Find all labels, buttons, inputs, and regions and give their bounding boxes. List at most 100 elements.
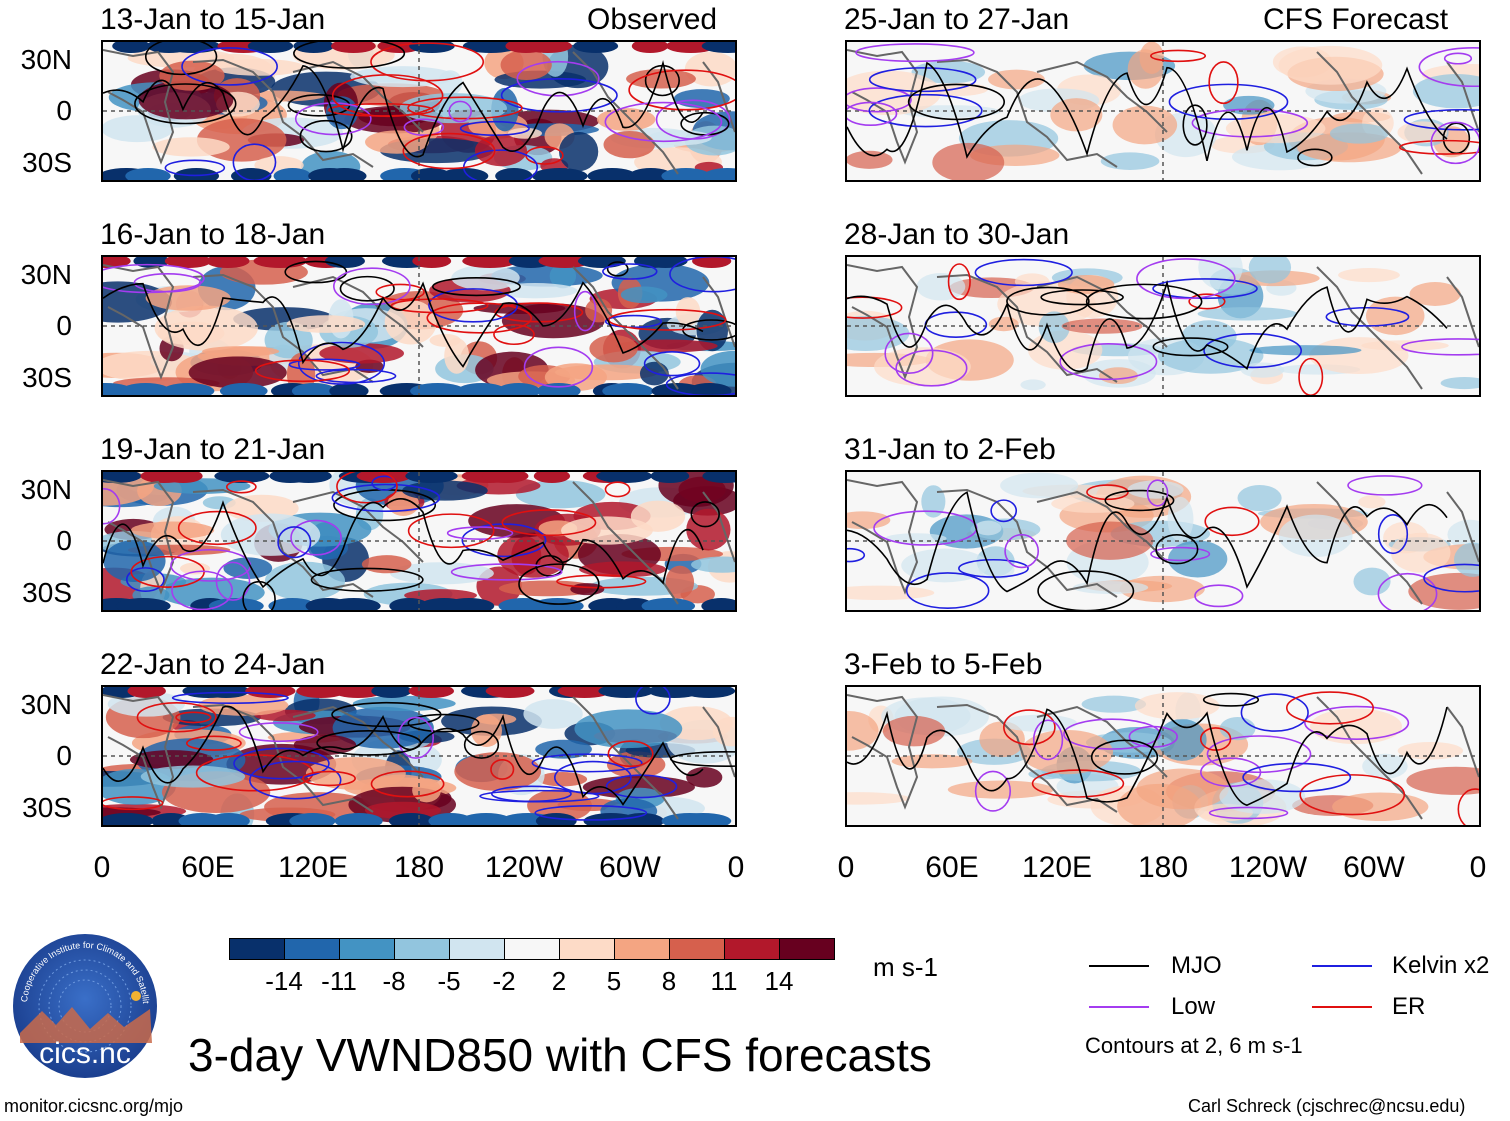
coastline [292,275,424,348]
contour [407,713,480,733]
shading-band [321,168,367,180]
shading-band [701,598,735,610]
shading-band [459,813,513,825]
shading-blob [691,556,735,573]
contour [370,770,445,798]
shading-blob [404,589,477,602]
shading-band [408,687,455,698]
colorbar: -14 -11 -8 -5 -2 2 5 8 11 14 [229,938,835,998]
shading-band [112,42,151,53]
shading-blob [1362,753,1408,779]
contour [336,472,398,504]
contour [133,272,202,293]
shading-blob [932,142,1005,180]
contour [403,118,445,136]
colorbar-label: -2 [492,966,516,996]
shading-blob [365,130,429,154]
shading-band [273,168,312,180]
shading-band [703,168,735,180]
coastline [292,490,424,563]
contour [331,74,444,118]
contour [1032,719,1064,761]
shading-band [631,42,669,53]
contour [402,132,496,170]
lon-label: 120W [484,851,564,884]
shading-band [462,42,519,53]
shading-band [538,257,592,268]
shading-band [388,813,435,825]
shading-band [557,687,612,698]
shading-band [602,383,654,395]
contour [1325,306,1410,327]
shading-band [412,257,452,268]
lon-label: 180 [1137,851,1189,884]
contour [895,349,968,387]
lat-label-30n: 30N [20,44,72,75]
contour [608,308,727,331]
shading-blob [1248,257,1292,284]
shading-blob [103,540,166,583]
shading-blob [507,127,542,139]
cics-logo-graphic: Cooperative Institute for Climate and Sa… [9,925,157,1078]
coastline [192,58,374,168]
shading-blob [1197,307,1298,321]
lat-label-30s: 30S [22,792,72,823]
panel-title-obs-3: 19-Jan to 21-Jan [100,433,326,466]
shading-band [641,598,696,610]
shading-band [285,472,332,483]
shading-band [682,687,735,698]
coastline [1316,266,1423,390]
shading-band [650,472,690,483]
lat-label-30s: 30S [22,362,72,393]
shading-band [207,813,250,825]
coastline [1036,275,1168,348]
contour [604,101,723,143]
contour [553,760,632,795]
shading-blob [454,752,542,791]
shading-band [443,598,495,610]
shading-band [164,257,212,268]
contour [847,547,866,563]
shading-blob [1061,318,1143,334]
contour [1031,769,1125,798]
shading-blob [412,778,441,803]
contour [947,263,971,301]
shading-blob [874,347,971,387]
contour [1202,692,1260,707]
coastline [936,273,1118,383]
contour [516,60,600,97]
contour [1037,570,1135,610]
shading-blob [264,561,346,601]
shading-blob [293,734,357,755]
contour [868,67,977,93]
contour [302,770,356,787]
shading-blob [1167,496,1194,542]
shading-blob [979,721,1025,758]
shading-band [103,472,142,483]
colorbar-label: -14 [265,966,303,996]
contour [144,42,218,76]
contour [277,526,312,559]
mjo-contour [847,61,1448,162]
colorbar-swatch [339,938,395,960]
coastline [192,488,374,598]
map-panel-fc-4 [845,685,1481,827]
lon-label: 120E [277,851,349,884]
contour [171,570,233,610]
shading-blob [686,767,723,788]
contour [1003,709,1056,746]
contour [1240,693,1309,732]
map-panel-fc-2 [845,255,1481,397]
shading-band [103,813,154,825]
coastline [103,479,175,595]
shading-blob [559,131,599,172]
coastline [1316,696,1423,820]
shading-blob [523,699,583,729]
contour [175,711,212,724]
legend-swatch-low [1089,1006,1149,1008]
shading-blob [1081,695,1147,713]
map-panel-obs-4 [101,685,737,827]
mjo-contour [847,706,1448,807]
shading-band [208,598,264,610]
map-canvas [847,687,1479,825]
